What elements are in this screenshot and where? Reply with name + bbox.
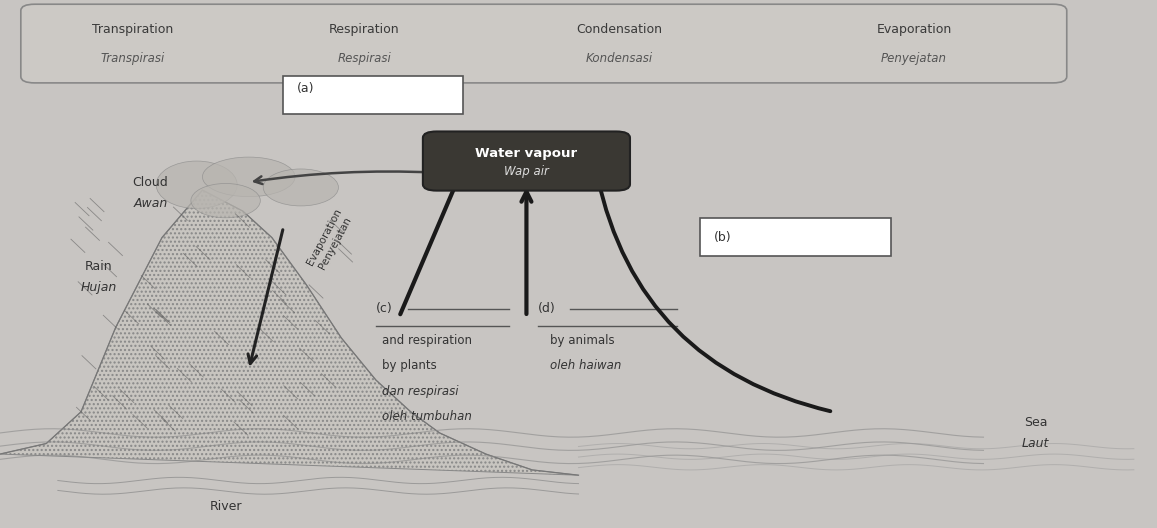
Text: Evaporation: Evaporation bbox=[876, 23, 952, 35]
Text: Respiration: Respiration bbox=[329, 23, 400, 35]
FancyBboxPatch shape bbox=[21, 4, 1067, 83]
Text: (c): (c) bbox=[376, 303, 392, 315]
Text: Wap air: Wap air bbox=[504, 165, 548, 178]
FancyBboxPatch shape bbox=[423, 131, 629, 191]
Ellipse shape bbox=[202, 157, 295, 197]
Text: Laut: Laut bbox=[1022, 437, 1049, 450]
Text: Penyejatan: Penyejatan bbox=[880, 52, 948, 64]
Text: (a): (a) bbox=[297, 82, 315, 96]
Text: Respirasi: Respirasi bbox=[338, 52, 391, 64]
Text: by animals: by animals bbox=[550, 334, 614, 347]
Text: Water vapour: Water vapour bbox=[476, 147, 577, 159]
Text: Rain: Rain bbox=[84, 260, 112, 273]
Text: Awan: Awan bbox=[133, 197, 168, 210]
Text: Sea: Sea bbox=[1024, 416, 1047, 429]
Polygon shape bbox=[0, 190, 578, 475]
Text: Hujan: Hujan bbox=[80, 281, 117, 294]
FancyBboxPatch shape bbox=[700, 218, 891, 256]
Text: Transpiration: Transpiration bbox=[93, 23, 174, 35]
Ellipse shape bbox=[263, 169, 339, 206]
Text: Kondensasi: Kondensasi bbox=[585, 52, 653, 64]
Text: River: River bbox=[209, 501, 242, 513]
Text: oleh haiwan: oleh haiwan bbox=[550, 360, 621, 372]
Text: and respiration: and respiration bbox=[382, 334, 472, 347]
Text: (d): (d) bbox=[538, 303, 555, 315]
Text: by plants: by plants bbox=[382, 360, 436, 372]
Text: oleh tumbuhan: oleh tumbuhan bbox=[382, 410, 472, 423]
Text: Condensation: Condensation bbox=[576, 23, 662, 35]
Text: Transpirasi: Transpirasi bbox=[101, 52, 165, 64]
FancyBboxPatch shape bbox=[283, 76, 463, 114]
Text: (b): (b) bbox=[714, 231, 731, 243]
Text: Cloud: Cloud bbox=[133, 176, 168, 188]
Text: Evaporation
Penyejatan: Evaporation Penyejatan bbox=[305, 207, 354, 274]
Text: dan respirasi: dan respirasi bbox=[382, 385, 458, 398]
Ellipse shape bbox=[156, 161, 237, 209]
Ellipse shape bbox=[191, 183, 260, 218]
